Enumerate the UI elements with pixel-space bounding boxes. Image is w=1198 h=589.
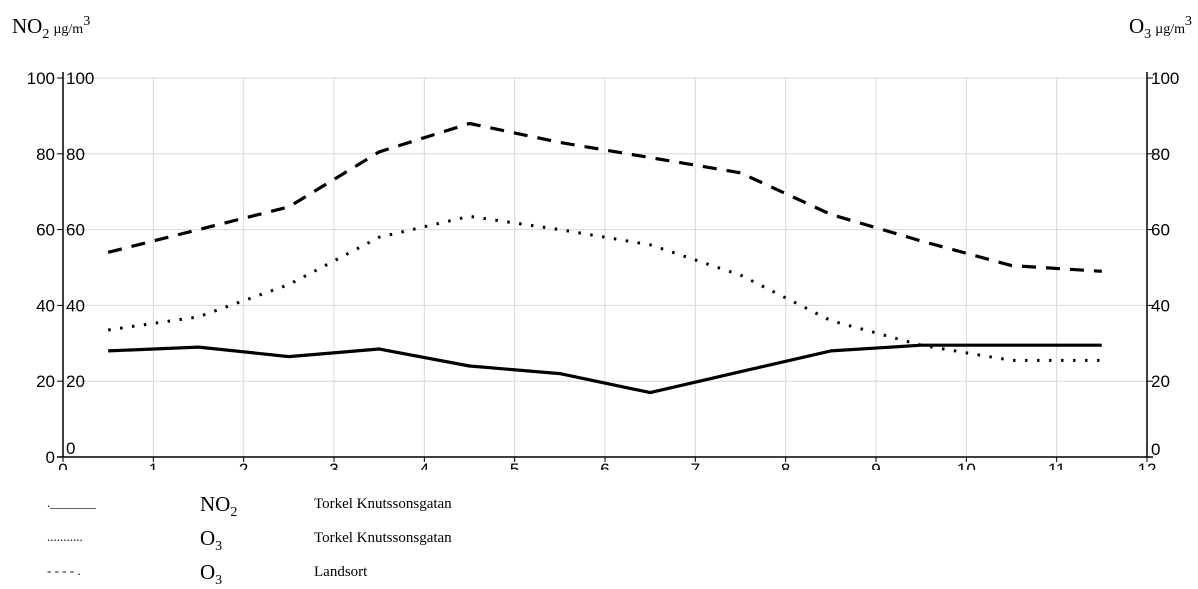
right-tick-label: 40 xyxy=(1151,296,1170,315)
left-tick-label: 100 xyxy=(27,69,55,88)
legend-pollutant: NO2 xyxy=(200,492,238,521)
left-pollutant-label: NO xyxy=(12,14,43,38)
right-tick-label: 0 xyxy=(1151,440,1160,459)
right-unit-superscript: 3 xyxy=(1185,14,1192,29)
x-tick-label: 9 xyxy=(871,460,880,470)
left-inner-tick-label: 100 xyxy=(66,69,94,88)
legend-site-name: Torkel Knutssonsgatan xyxy=(314,530,452,546)
left-tick-label: 40 xyxy=(36,296,55,315)
x-tick-label: 11 xyxy=(1048,460,1066,470)
right-tick-label: 60 xyxy=(1151,221,1170,240)
x-tick-label: 0 xyxy=(58,460,67,470)
series-line-solid xyxy=(108,343,1102,395)
x-tick-label: 7 xyxy=(691,460,700,470)
x-tick-label: 1 xyxy=(149,460,158,470)
axes xyxy=(57,72,1153,462)
left-inner-tick-label: 80 xyxy=(66,145,85,164)
left-axis-unit-title: NO2 µg/m3 xyxy=(12,14,90,43)
x-tick-label: 3 xyxy=(329,460,338,470)
legend-pollutant: O3 xyxy=(200,526,223,555)
left-inner-tick-label: 20 xyxy=(66,372,85,391)
right-tick-label: 100 xyxy=(1151,69,1179,88)
x-tick-label: 12 xyxy=(1138,460,1157,470)
right-pollutant-subscript: 3 xyxy=(1144,27,1152,43)
x-tick-label: 8 xyxy=(781,460,790,470)
x-tick-label: 10 xyxy=(957,460,976,470)
right-tick-label: 20 xyxy=(1151,372,1170,391)
legend-line-sample: ._______ xyxy=(47,495,96,510)
x-tick-label: 6 xyxy=(600,460,609,470)
left-inner-tick-label: 0 xyxy=(66,439,75,458)
grid-lines xyxy=(63,77,1147,457)
left-tick-label: 0 xyxy=(46,448,55,467)
left-unit-label: µg/m xyxy=(53,22,84,37)
x-tick-label: 2 xyxy=(239,460,248,470)
x-tick-label: 4 xyxy=(420,460,429,470)
series-lines xyxy=(107,121,1102,395)
right-unit-label: µg/m xyxy=(1155,22,1185,37)
left-inner-tick-label: 40 xyxy=(66,296,85,315)
right-tick-label: 80 xyxy=(1151,145,1170,164)
left-unit-superscript: 3 xyxy=(83,14,91,29)
left-tick-label: 20 xyxy=(36,372,55,391)
right-pollutant-label: O xyxy=(1128,14,1145,38)
legend-site-name: Torkel Knutssonsgatan xyxy=(314,496,452,512)
left-pollutant-subscript: 2 xyxy=(42,27,50,43)
legend-site-name: Landsort xyxy=(314,564,368,580)
right-axis-unit-title: O3 µg/m3 xyxy=(1129,14,1192,43)
left-inner-tick-label: 60 xyxy=(66,221,85,240)
left-tick-label: 80 xyxy=(36,145,55,164)
legend-line-sample: - - - - . xyxy=(47,563,81,578)
x-tick-label: 5 xyxy=(510,460,519,470)
legend-pollutant: O3 xyxy=(200,560,223,589)
series-line-dashed xyxy=(107,121,1102,273)
legend-line-sample: ........... xyxy=(47,529,83,544)
left-tick-label: 60 xyxy=(36,221,55,240)
